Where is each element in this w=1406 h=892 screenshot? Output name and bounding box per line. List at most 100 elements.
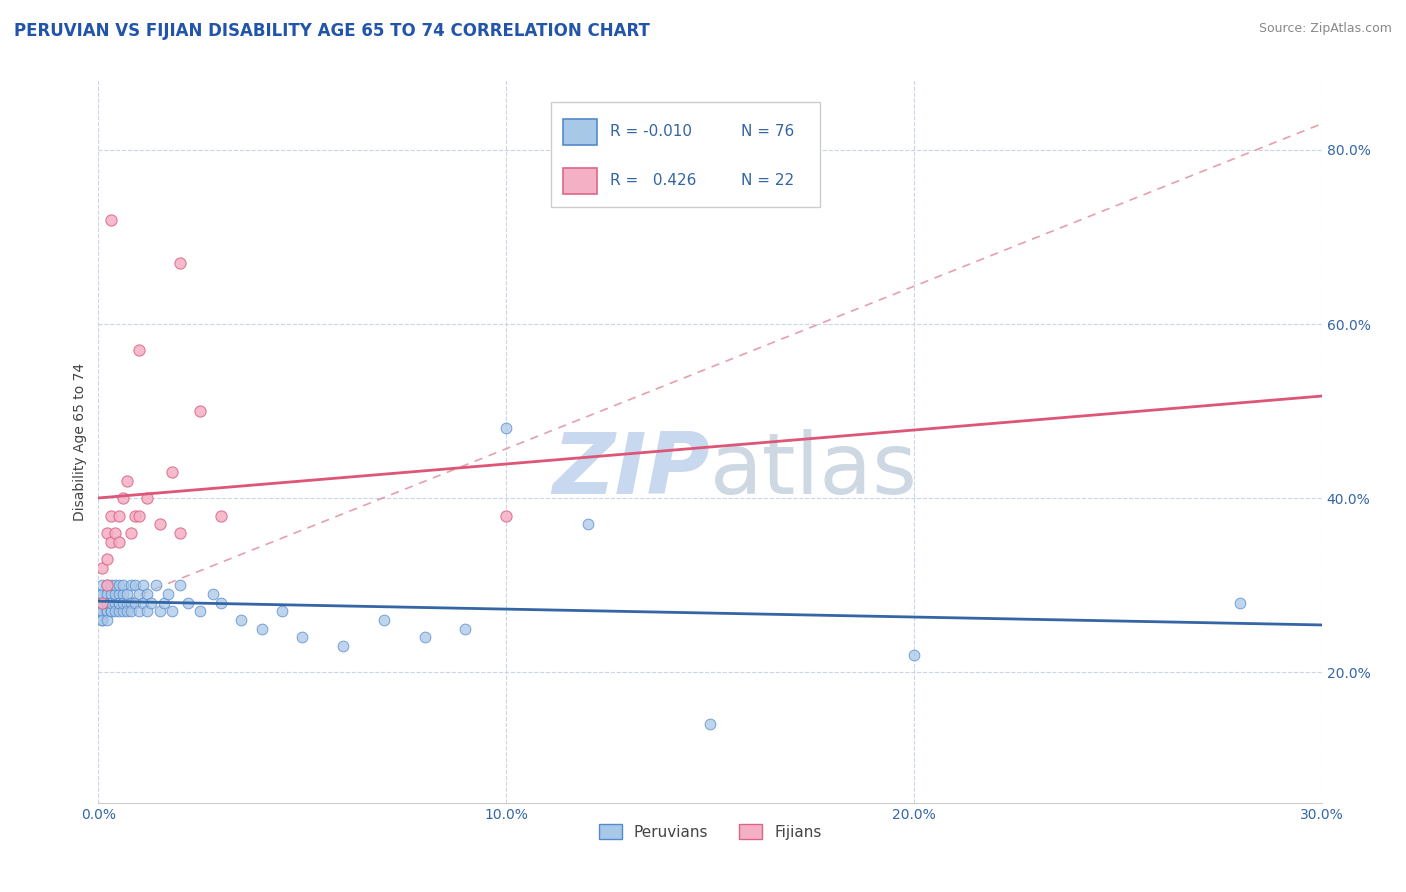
Point xyxy=(91,613,114,627)
Text: N = 76: N = 76 xyxy=(741,124,794,139)
Point xyxy=(169,256,191,270)
Point xyxy=(100,604,122,618)
Point xyxy=(115,587,138,601)
Point xyxy=(115,474,138,488)
Point xyxy=(231,613,253,627)
Point xyxy=(100,587,122,601)
Legend: Peruvians, Fijians: Peruvians, Fijians xyxy=(592,818,828,846)
Point xyxy=(124,508,146,523)
Point xyxy=(373,613,395,627)
Point xyxy=(108,596,131,610)
FancyBboxPatch shape xyxy=(564,120,598,145)
Point xyxy=(108,604,131,618)
Point xyxy=(201,587,224,601)
Point xyxy=(120,596,142,610)
Point xyxy=(188,604,212,618)
Point xyxy=(91,596,114,610)
Point xyxy=(413,631,436,645)
Text: R =   0.426: R = 0.426 xyxy=(610,173,696,188)
Point xyxy=(699,717,721,731)
Point xyxy=(108,587,131,601)
Point xyxy=(145,578,167,592)
Point xyxy=(111,491,134,505)
Text: atlas: atlas xyxy=(710,429,918,512)
FancyBboxPatch shape xyxy=(551,102,820,207)
Point xyxy=(454,622,477,636)
Point xyxy=(152,596,174,610)
Point xyxy=(91,604,114,618)
FancyBboxPatch shape xyxy=(564,169,598,194)
Point xyxy=(104,596,127,610)
Point xyxy=(132,578,155,592)
Point xyxy=(149,604,172,618)
Point xyxy=(495,508,517,523)
Point xyxy=(108,596,131,610)
Point xyxy=(91,596,114,610)
Point xyxy=(169,525,191,540)
Point xyxy=(108,578,131,592)
Text: R = -0.010: R = -0.010 xyxy=(610,124,692,139)
Point xyxy=(108,534,131,549)
Point xyxy=(104,525,127,540)
Point xyxy=(91,613,114,627)
Point xyxy=(100,534,122,549)
Point xyxy=(91,596,114,610)
Point xyxy=(100,596,122,610)
Text: ZIP: ZIP xyxy=(553,429,710,512)
Point xyxy=(160,465,183,479)
Y-axis label: Disability Age 65 to 74: Disability Age 65 to 74 xyxy=(73,362,87,521)
Point xyxy=(495,421,517,435)
Point xyxy=(111,604,134,618)
Point xyxy=(270,604,294,618)
Point xyxy=(128,604,150,618)
Point xyxy=(128,508,150,523)
Point xyxy=(120,604,142,618)
Point xyxy=(332,639,354,653)
Point xyxy=(156,587,179,601)
Point xyxy=(903,648,925,662)
Point xyxy=(209,508,232,523)
Point xyxy=(87,587,110,601)
Point xyxy=(96,596,118,610)
Text: Source: ZipAtlas.com: Source: ZipAtlas.com xyxy=(1258,22,1392,36)
Point xyxy=(136,491,159,505)
Point xyxy=(91,578,114,592)
Point xyxy=(160,604,183,618)
Point xyxy=(108,508,131,523)
Point xyxy=(104,587,127,601)
Point xyxy=(96,596,118,610)
Point xyxy=(91,561,114,575)
Point xyxy=(87,596,110,610)
Point xyxy=(100,596,122,610)
Point xyxy=(1229,596,1251,610)
Point xyxy=(91,587,114,601)
Point xyxy=(100,578,122,592)
Point xyxy=(100,508,122,523)
Point xyxy=(128,343,150,358)
Point xyxy=(177,596,200,610)
Point xyxy=(96,596,118,610)
Point xyxy=(120,578,142,592)
Point xyxy=(120,525,142,540)
Point xyxy=(169,578,191,592)
Point xyxy=(96,552,118,566)
Point xyxy=(576,517,599,532)
Point xyxy=(115,596,138,610)
Point xyxy=(124,578,146,592)
Point xyxy=(124,596,146,610)
Point xyxy=(96,604,118,618)
Point xyxy=(91,604,114,618)
Text: N = 22: N = 22 xyxy=(741,173,794,188)
Point xyxy=(100,212,122,227)
Point xyxy=(87,604,110,618)
Point xyxy=(291,631,314,645)
Text: PERUVIAN VS FIJIAN DISABILITY AGE 65 TO 74 CORRELATION CHART: PERUVIAN VS FIJIAN DISABILITY AGE 65 TO … xyxy=(14,22,650,40)
Point xyxy=(111,596,134,610)
Point xyxy=(141,596,163,610)
Point xyxy=(111,587,134,601)
Point xyxy=(104,604,127,618)
Point xyxy=(115,604,138,618)
Point xyxy=(136,604,159,618)
Point xyxy=(111,578,134,592)
Point xyxy=(209,596,232,610)
